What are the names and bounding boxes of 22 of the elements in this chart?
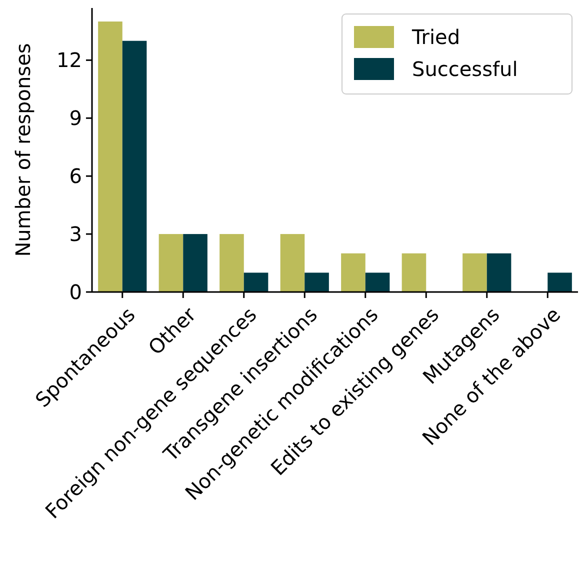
bar — [402, 253, 426, 292]
legend-label: Successful — [412, 57, 518, 81]
bar — [158, 234, 184, 292]
y-axis-title: Number of responses — [11, 43, 35, 257]
y-tick-label: 3 — [69, 222, 82, 246]
y-tick-label: 12 — [56, 48, 82, 72]
bar — [341, 253, 366, 292]
bar — [462, 253, 487, 292]
bar — [548, 272, 572, 292]
y-tick-label: 6 — [69, 164, 82, 188]
bar — [304, 272, 329, 292]
legend-label: Tried — [411, 25, 460, 49]
bar — [486, 253, 512, 292]
bar — [365, 272, 390, 292]
bar — [98, 22, 122, 292]
bar — [280, 234, 305, 292]
y-tick-label: 9 — [69, 106, 82, 130]
y-tick-label: 0 — [69, 280, 82, 304]
bar — [244, 272, 268, 292]
bar — [220, 234, 244, 292]
bar — [183, 234, 208, 292]
bar — [122, 40, 147, 292]
